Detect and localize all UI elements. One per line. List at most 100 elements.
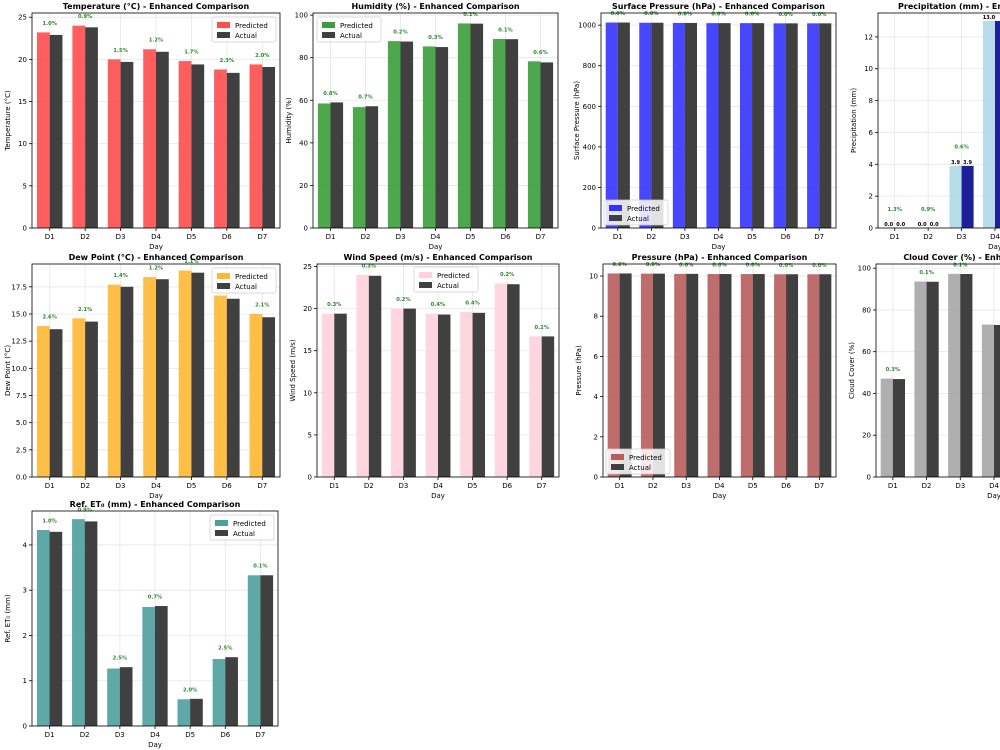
- x-tick-label: D6: [501, 233, 511, 241]
- actual-bar-d4: [435, 47, 449, 229]
- diff-label: 0.0%: [711, 12, 726, 18]
- predicted-bar-d2: [72, 318, 86, 477]
- diff-label: 0.9%: [921, 207, 936, 213]
- diff-label: 0.0%: [745, 12, 760, 18]
- legend-swatch: [215, 520, 228, 526]
- predicted-bar-d6: [494, 283, 508, 477]
- diff-label: 2.1%: [78, 307, 93, 313]
- legend-swatch: [611, 464, 624, 470]
- x-tick-label: D4: [150, 731, 160, 739]
- x-tick-label: D2: [80, 233, 90, 241]
- y-tick-label: 40: [862, 390, 871, 398]
- chart-humidity: 0 20 40 60 80 100 0.8% 0.7% 0.2% 0.3% 0.1% 0.1% 0.6%…: [285, 2, 559, 251]
- y-tick-label: 60: [299, 97, 308, 105]
- diff-label: 0.3%: [327, 302, 342, 308]
- legend-swatch: [217, 22, 230, 28]
- value-label: 3.9: [963, 160, 972, 166]
- diff-label: 0.1%: [498, 27, 513, 33]
- y-tick-label: 6: [594, 353, 599, 361]
- actual-bar-d3: [684, 22, 698, 229]
- y-tick-label: 1: [23, 677, 27, 685]
- predicted-bar-d4: [425, 313, 438, 477]
- diff-label: 0.0%: [778, 12, 793, 18]
- legend-swatch: [217, 283, 230, 289]
- diff-label: 2.3%: [220, 58, 235, 64]
- predicted-bar-d3: [949, 165, 962, 228]
- actual-bar-d3: [403, 308, 416, 477]
- y-tick-label: 0: [592, 225, 596, 233]
- actual-bar-d7: [819, 274, 832, 477]
- legend-label: Actual: [235, 32, 257, 40]
- axes-frame: [31, 510, 279, 727]
- predicted-bar-d1: [36, 32, 50, 229]
- y-tick-label: 7.5: [16, 392, 27, 400]
- x-tick-label: D5: [466, 233, 476, 241]
- diff-label: 0.0%: [746, 263, 761, 269]
- y-tick-label: 10: [303, 389, 312, 397]
- predicted-bar-d2: [72, 25, 86, 228]
- x-tick-label: D1: [888, 482, 898, 490]
- y-tick-label: 8: [869, 97, 873, 105]
- diff-label: 0.2%: [396, 297, 411, 303]
- actual-bar-d6: [785, 23, 798, 228]
- x-tick-label: D5: [187, 482, 197, 490]
- chart-title: Dew Point (°C) - Enhanced Comparison: [69, 253, 244, 262]
- predicted-bar-d3: [672, 22, 685, 229]
- legend-label: Actual: [437, 282, 459, 290]
- x-tick-label: D3: [957, 233, 967, 241]
- x-tick-label: D6: [502, 482, 512, 490]
- diff-label: 2.5%: [218, 646, 233, 652]
- actual-bar-d7: [541, 336, 555, 477]
- chart-title: Pressure (hPa) - Enhanced Comparison: [632, 253, 808, 262]
- diff-label: 0.0%: [612, 262, 627, 268]
- value-label: 0.0: [918, 222, 927, 228]
- actual-bar-d1: [892, 379, 905, 477]
- predicted-bar-d1: [317, 103, 331, 228]
- diff-label: 1.3%: [888, 207, 903, 213]
- chart-title: Cloud Cover (%) - Enhanced Comparison: [903, 253, 1000, 262]
- predicted-bar-d1: [36, 325, 50, 477]
- y-tick-label: 25: [303, 263, 312, 271]
- x-axis-label: Day: [713, 492, 727, 500]
- actual-bar-d7: [262, 66, 276, 228]
- legend-label: Actual: [627, 215, 649, 223]
- actual-bar-d6: [507, 284, 520, 477]
- predicted-bar-d3: [107, 59, 121, 229]
- actual-bar-d5: [472, 312, 486, 477]
- predicted-bar-d4: [422, 46, 436, 228]
- legend-label: Actual: [235, 283, 257, 291]
- y-axis-label: Wind Speed (m/s): [289, 339, 297, 402]
- diff-label: 0.7%: [148, 595, 163, 601]
- x-tick-label: D5: [748, 482, 758, 490]
- y-tick-label: 12: [864, 33, 873, 41]
- actual-bar-d4: [719, 274, 732, 477]
- predicted-bar-d5: [177, 699, 191, 726]
- predicted-bar-d7: [249, 313, 263, 477]
- predicted-bar-d2: [640, 273, 653, 477]
- actual-bar-d6: [505, 39, 519, 228]
- actual-bar-d7: [262, 317, 276, 477]
- y-tick-label: 15: [18, 98, 27, 106]
- actual-bar-d3: [686, 273, 699, 477]
- actual-bar-d1: [49, 34, 63, 228]
- legend: Predicted Actual: [211, 16, 277, 43]
- legend-swatch: [611, 454, 624, 460]
- legend-label: Predicted: [629, 454, 662, 462]
- x-tick-label: D3: [680, 233, 690, 241]
- y-tick-label: 6: [869, 129, 874, 137]
- predicted-bar-d3: [107, 668, 120, 726]
- y-tick-label: 10.0: [11, 365, 27, 373]
- x-tick-label: D7: [814, 482, 824, 490]
- actual-bar-d3: [120, 286, 134, 477]
- diff-label: 0.1%: [919, 270, 934, 276]
- y-tick-label: 5: [23, 182, 27, 190]
- y-tick-label: 10: [589, 273, 598, 281]
- diff-label: 0.9%: [78, 14, 93, 20]
- chart-dew-point: 0.0 2.5 5.0 7.5 10.0 12.5 15.0 17.5 2.6% 2.1% 1.4%…: [4, 253, 281, 500]
- x-tick-label: D2: [646, 233, 656, 241]
- predicted-bar-d4: [982, 20, 995, 228]
- x-tick-label: D5: [468, 482, 478, 490]
- actual-bar-d4: [155, 606, 168, 726]
